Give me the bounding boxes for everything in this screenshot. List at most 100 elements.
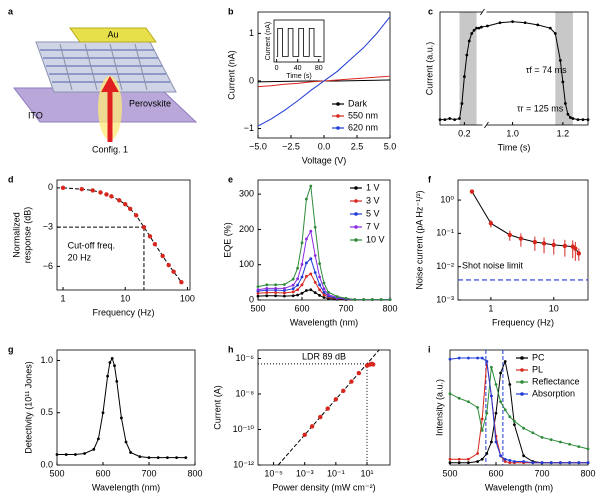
legend-label: 550 nm xyxy=(348,110,378,120)
data-point xyxy=(313,280,317,284)
x-axis-label: Time (s) xyxy=(286,73,311,80)
reference-label: Shot noise limit xyxy=(462,260,524,270)
legend-label: 7 V xyxy=(366,221,380,231)
data-point xyxy=(532,239,538,245)
data-point xyxy=(291,287,295,291)
series-line xyxy=(257,185,390,301)
panel-label: f xyxy=(428,174,432,184)
data-point xyxy=(540,461,544,465)
data-point xyxy=(283,291,286,295)
y-tick-label: 200 xyxy=(239,224,254,234)
data-point xyxy=(147,456,151,460)
data-point xyxy=(503,457,507,461)
x-tick-label: 500 xyxy=(250,303,265,313)
data-point xyxy=(499,371,502,375)
data-point xyxy=(318,283,321,287)
data-point xyxy=(171,269,176,274)
x-axis-label: Wavelength (nm) xyxy=(290,317,358,327)
data-point xyxy=(156,456,160,460)
panel-label: g xyxy=(8,344,14,354)
y-axis-label: Current (a.u.) xyxy=(424,42,434,96)
data-point xyxy=(448,461,452,465)
data-point xyxy=(291,277,295,281)
legend-label: 1 V xyxy=(366,182,380,192)
au-electrode xyxy=(69,27,157,43)
data-point xyxy=(443,118,447,122)
x-tick-label: −2.5 xyxy=(282,141,300,151)
data-point xyxy=(448,357,452,361)
data-point xyxy=(522,426,525,430)
data-point xyxy=(462,75,466,78)
annotation: τf = 74 ms xyxy=(526,65,567,75)
y-axis-label: response (dB) xyxy=(22,207,32,264)
data-point xyxy=(467,400,470,404)
x-tick-label: 600 xyxy=(95,468,110,478)
lattice xyxy=(40,43,170,91)
x-tick-label: 100 xyxy=(180,293,195,303)
data-point xyxy=(356,370,362,376)
data-point xyxy=(55,453,59,456)
plot-frame xyxy=(457,179,589,301)
y-tick-label: 1.0 xyxy=(40,355,53,365)
panel-label: e xyxy=(228,174,233,184)
y-tick-label: 10⁻¹ xyxy=(436,228,454,238)
data-point xyxy=(83,452,86,455)
data-point xyxy=(318,275,321,279)
data-point xyxy=(152,241,158,247)
x-tick-label: 40 xyxy=(294,65,302,72)
y-axis-label: EQE (%) xyxy=(222,222,232,258)
data-point xyxy=(291,290,295,294)
data-point xyxy=(562,243,568,249)
data-point xyxy=(472,28,476,32)
x-tick-label: 800 xyxy=(580,468,595,478)
data-point xyxy=(465,53,469,57)
y-tick-label: 10⁻³ xyxy=(436,294,454,304)
data-point xyxy=(457,396,461,400)
data-point xyxy=(480,417,484,421)
data-point xyxy=(499,454,502,458)
data-point xyxy=(322,290,326,294)
y-tick-label: 0.5 xyxy=(40,407,53,417)
data-point xyxy=(341,388,346,394)
data-point xyxy=(438,118,442,122)
data-point xyxy=(576,251,582,256)
legend-label: 3 V xyxy=(366,195,380,205)
plot-frame xyxy=(449,349,589,466)
shaded-region xyxy=(555,12,573,125)
data-point xyxy=(571,117,575,120)
y-tick-label: −6 xyxy=(43,261,53,271)
data-point xyxy=(309,272,313,276)
legend-label: Dark xyxy=(348,98,368,108)
data-point xyxy=(97,437,100,441)
data-point xyxy=(494,440,498,444)
data-point xyxy=(522,454,525,458)
data-point xyxy=(551,242,556,248)
legend-marker xyxy=(354,199,358,203)
data-point xyxy=(274,294,277,298)
x-tick-label: 10⁻¹ xyxy=(327,468,345,478)
data-point xyxy=(370,362,376,367)
data-point xyxy=(568,461,571,465)
data-point xyxy=(494,383,498,386)
y-tick-label: 0 xyxy=(48,182,53,192)
data-point xyxy=(90,188,95,193)
perovskite-label: Perovskite xyxy=(129,98,171,108)
data-point xyxy=(64,453,68,456)
data-point xyxy=(536,23,540,27)
data-point xyxy=(335,295,339,298)
x-axis-label: Frequency (Hz) xyxy=(92,307,154,317)
data-point xyxy=(577,445,581,448)
data-point xyxy=(133,213,139,218)
data-point xyxy=(124,440,128,444)
plot-frame xyxy=(257,179,391,301)
plot-frame xyxy=(56,179,191,291)
data-point xyxy=(513,423,516,427)
x-axis-label: Wavelength (nm) xyxy=(92,482,160,492)
data-point xyxy=(184,456,188,460)
data-point xyxy=(573,246,578,251)
y-tick-label: 10⁻¹⁰ xyxy=(233,424,255,434)
plot-frame xyxy=(273,19,325,63)
legend-marker xyxy=(354,212,358,216)
data-point xyxy=(160,253,165,259)
